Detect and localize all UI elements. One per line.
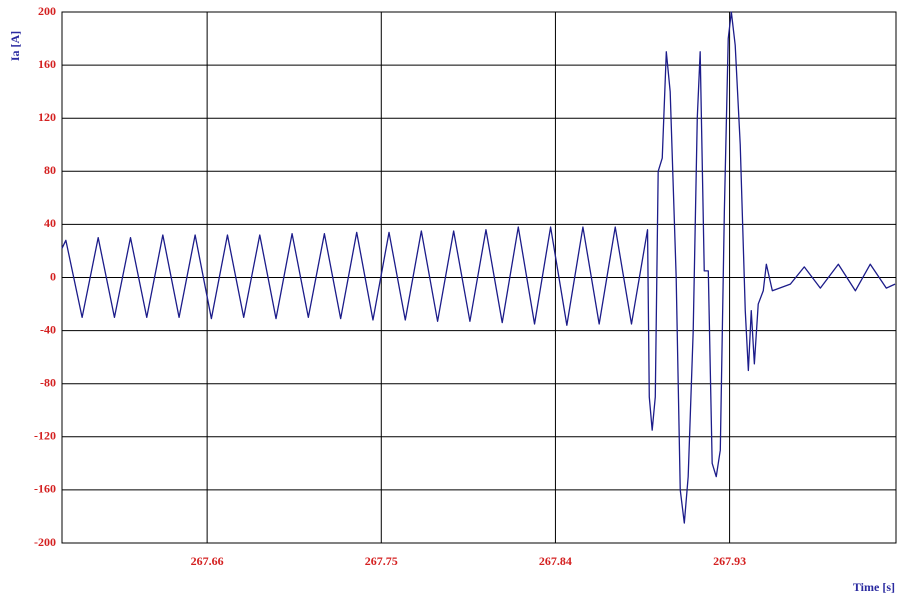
x-tick-label: 267.93 (713, 554, 746, 568)
y-tick-label: 80 (44, 163, 56, 177)
y-tick-label: 120 (38, 110, 56, 124)
x-tick-label: 267.66 (191, 554, 224, 568)
y-tick-label: 0 (50, 269, 56, 283)
y-tick-label: 40 (44, 216, 56, 230)
x-tick-label: 267.75 (365, 554, 398, 568)
x-axis-label: Time [s] (853, 580, 895, 594)
x-tick-label: 267.84 (539, 554, 572, 568)
data-line (61, 11, 896, 524)
y-tick-label: 200 (38, 4, 56, 18)
y-tick-label: -40 (40, 322, 56, 336)
y-tick-label: -120 (34, 429, 56, 443)
y-tick-label: -200 (34, 535, 56, 549)
y-tick-label: -80 (40, 375, 56, 389)
y-axis-label: Ia [A] (8, 31, 22, 61)
y-tick-label: 160 (38, 57, 56, 71)
y-tick-label: -160 (34, 482, 56, 496)
